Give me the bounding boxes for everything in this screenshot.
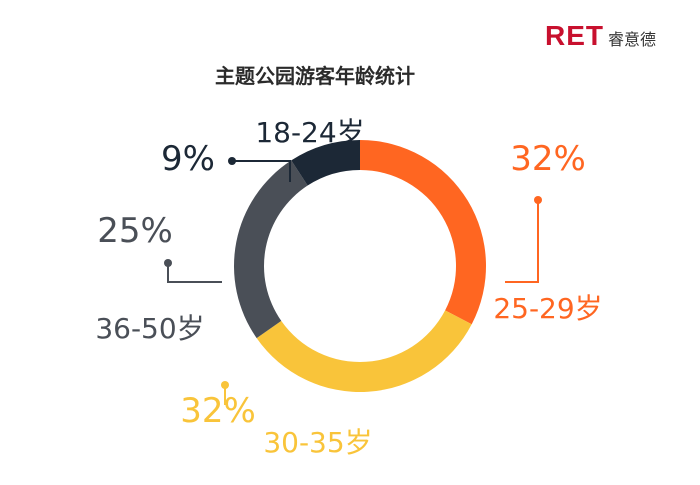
chart-title: 主题公园游客年龄统计: [215, 64, 415, 88]
slice-percent-label: 32%: [180, 391, 256, 431]
slice-percent-label: 25%: [97, 211, 173, 251]
donut-slice: [291, 140, 360, 186]
leader-dot: [228, 157, 236, 165]
slice-category-label: 36-50岁: [95, 312, 204, 345]
slice-percent-label: 9%: [161, 139, 215, 179]
leader-line: [167, 263, 222, 283]
leader-line: [505, 200, 539, 283]
brand-logo-mark: RET: [545, 20, 604, 51]
leader-line: [232, 160, 291, 182]
brand-logo-text: 睿意德: [608, 30, 657, 49]
slice-category-label: 18-24岁: [255, 116, 364, 149]
leader-dot: [221, 381, 229, 389]
donut-slice: [233, 160, 308, 339]
slice-category-label: 30-35岁: [263, 426, 372, 459]
donut-slice: [256, 310, 472, 393]
leader-dot: [534, 196, 542, 204]
brand-logo: RET 睿意德: [545, 20, 656, 52]
leader-dot: [164, 259, 172, 267]
donut-slice: [360, 140, 486, 325]
slice-category-label: 25-29岁: [493, 292, 602, 325]
slice-percent-label: 32%: [510, 139, 586, 179]
